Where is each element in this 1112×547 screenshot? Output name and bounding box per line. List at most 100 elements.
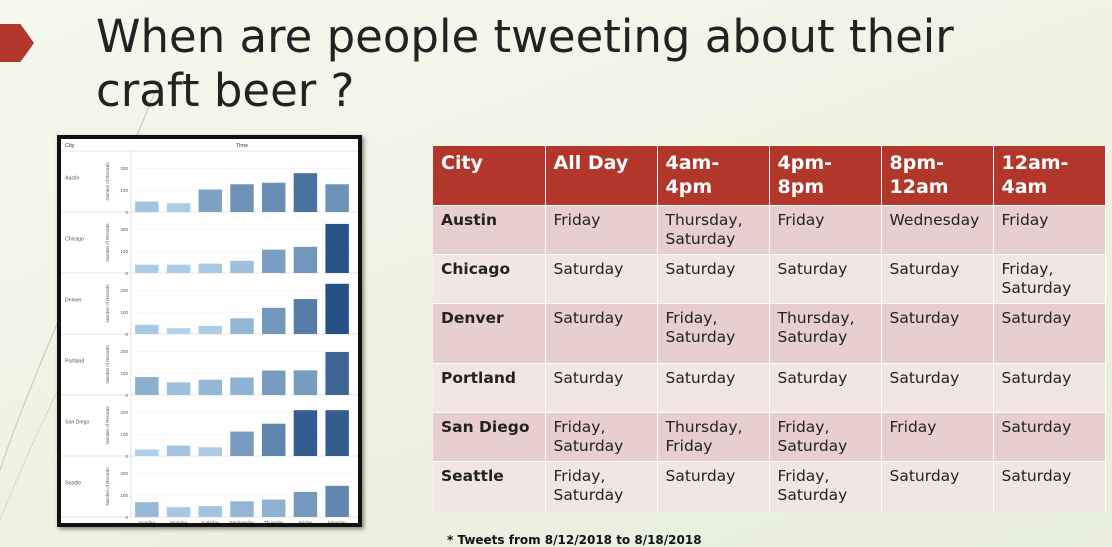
table-cell: Saturday (545, 254, 658, 304)
y-axis-label: Number of Records (105, 406, 110, 445)
bar (166, 445, 191, 456)
table-cell: Saturday (769, 363, 882, 413)
y-tick-label: 100 (120, 432, 128, 437)
bar (293, 246, 318, 273)
y-tick-label: 200 (120, 349, 128, 354)
bar (135, 449, 159, 456)
y-tick-label: 0 (125, 210, 128, 215)
table-cell: Seattle (433, 461, 546, 512)
table-cell: Saturday (881, 254, 994, 304)
y-tick-label: 0 (125, 271, 128, 276)
table-cell: Thursday, Friday (657, 412, 770, 462)
column-header-label: Time (236, 143, 248, 149)
table-cell: Saturday (657, 461, 770, 512)
y-tick-label: 100 (120, 493, 128, 498)
table-cell: Friday, Saturday (657, 303, 770, 364)
table-cell: Friday (769, 205, 882, 255)
footnote: * Tweets from 8/12/2018 to 8/18/2018 (447, 533, 702, 547)
table-cell: Saturday (769, 254, 882, 304)
y-axis-label: Number of Records (105, 467, 110, 506)
y-tick-label: 0 (125, 332, 128, 337)
peak-times-table: City All Day 4am-4pm 4pm-8pm 8pm-12am 12… (433, 146, 1106, 512)
table-row: Seattle Friday, Saturday Saturday Friday… (433, 461, 1106, 512)
table-cell: Friday, Saturday (993, 254, 1106, 304)
table-row: Denver Saturday Friday, Saturday Thursda… (433, 303, 1106, 364)
table-row: Chicago Saturday Saturday Saturday Satur… (433, 254, 1106, 304)
y-tick-label: 200 (120, 166, 128, 171)
table-cell: Saturday (993, 412, 1106, 462)
bar (325, 352, 349, 395)
y-axis-label: Number of Records (105, 345, 110, 384)
table-cell: Saturday (545, 303, 658, 364)
table-cell: Thursday, Saturday (769, 303, 882, 364)
table-cell: Saturday (881, 363, 994, 413)
panel-city-label: Denver (65, 298, 82, 304)
table-cell: Portland (433, 363, 546, 413)
bar (325, 283, 349, 334)
table-cell: Denver (433, 303, 546, 364)
table-cell: Friday, Saturday (545, 461, 658, 512)
header-4pm-8pm: 4pm-8pm (769, 146, 882, 206)
table-cell: Wednesday (881, 205, 994, 255)
y-tick-label: 100 (120, 188, 128, 193)
table-cell: Friday (881, 412, 994, 462)
y-axis-label: Number of Records (105, 284, 110, 323)
bar (230, 501, 254, 517)
bar (325, 223, 349, 273)
x-tick-label: Saturday (328, 520, 348, 523)
header-4am-4pm: 4am-4pm (657, 146, 770, 206)
table-header-row: City All Day 4am-4pm 4pm-8pm 8pm-12am 12… (433, 146, 1106, 206)
panel-city-label: San Diego (65, 420, 89, 426)
bar (325, 184, 349, 212)
bar (325, 485, 349, 517)
table-cell: Chicago (433, 254, 546, 304)
bar (198, 379, 223, 395)
bar (261, 249, 286, 273)
bar-chart-panel: City Time Austin Number of Records 0 100 200 Ch… (57, 135, 362, 527)
table-cell: Thursday, Saturday (657, 205, 770, 255)
x-tick-label: Monday (170, 520, 188, 523)
y-axis-label: Number of Records (105, 223, 110, 262)
table-cell: Saturday (657, 254, 770, 304)
bar (293, 173, 318, 212)
panel-city-label: Portland (65, 359, 84, 365)
bar (293, 410, 318, 456)
x-tick-label: Thursday (264, 520, 285, 523)
bar (198, 447, 223, 456)
header-all-day: All Day (545, 146, 658, 206)
y-tick-label: 200 (120, 227, 128, 232)
bar (293, 299, 318, 334)
bar (198, 325, 223, 334)
table-cell: Friday, Saturday (769, 461, 882, 512)
bar (135, 324, 159, 334)
bar (230, 318, 254, 334)
bar (135, 201, 159, 212)
bar (230, 184, 254, 212)
panel-city-label: Chicago (65, 237, 84, 243)
x-tick-label: Tuesday (201, 520, 220, 523)
table-cell: Saturday (993, 303, 1106, 364)
table-cell: Saturday (881, 303, 994, 364)
bar (293, 491, 318, 517)
table-cell: San Diego (433, 412, 546, 462)
bar (166, 507, 191, 517)
bar (325, 410, 349, 456)
table-cell: Saturday (993, 363, 1106, 413)
bar (230, 377, 254, 395)
table-cell: Friday (545, 205, 658, 255)
y-tick-label: 0 (125, 454, 128, 459)
bar (261, 182, 286, 212)
bar (230, 431, 254, 456)
y-tick-label: 100 (120, 310, 128, 315)
y-tick-label: 0 (125, 515, 128, 520)
slide-title: When are people tweeting about their cra… (96, 10, 954, 117)
y-tick-label: 200 (120, 410, 128, 415)
table-row: Austin Friday Thursday, Saturday Friday … (433, 205, 1106, 255)
header-8pm-12am: 8pm-12am (881, 146, 994, 206)
y-tick-label: 200 (120, 288, 128, 293)
table-cell: Friday (993, 205, 1106, 255)
y-tick-label: 0 (125, 393, 128, 398)
bar (198, 263, 223, 273)
bar (293, 370, 318, 395)
table-cell: Saturday (993, 461, 1106, 512)
